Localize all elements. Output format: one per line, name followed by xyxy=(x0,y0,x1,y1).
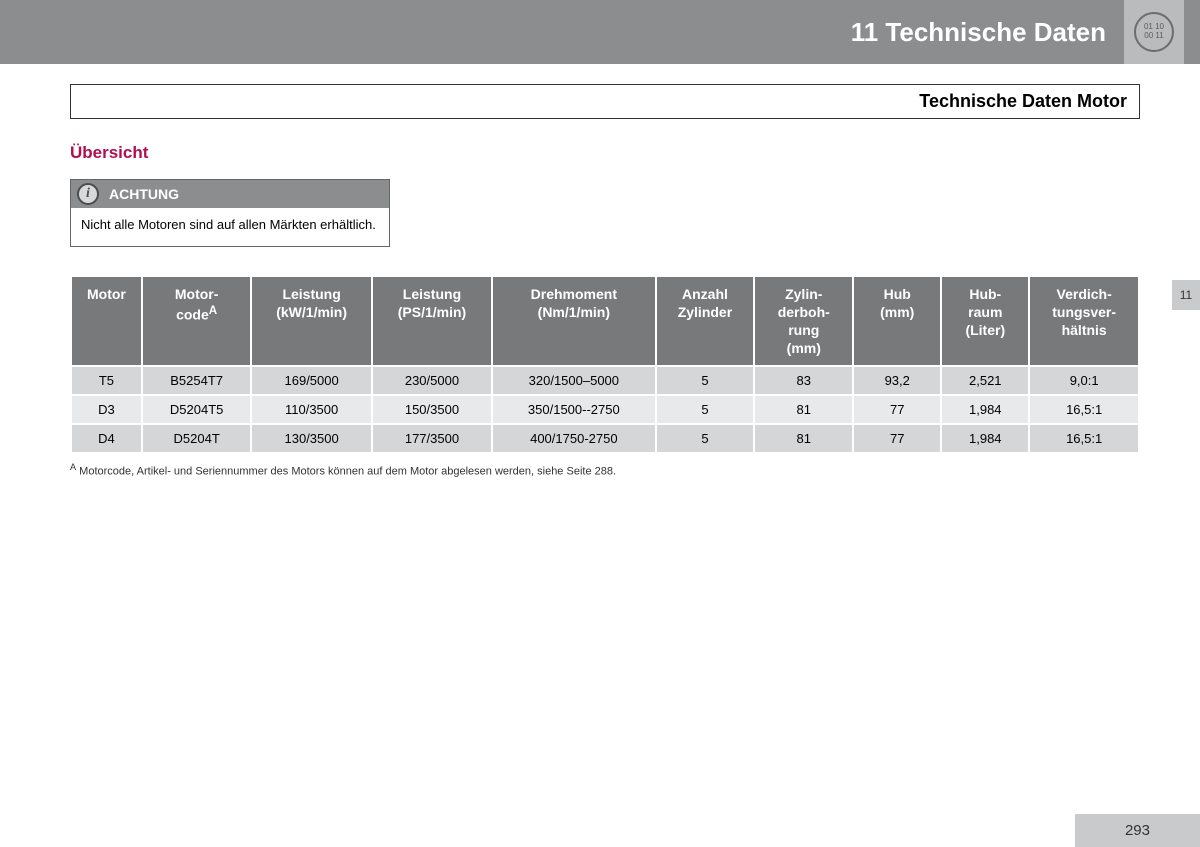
table-cell: 1,984 xyxy=(942,396,1028,423)
footnote-text: Motorcode, Artikel- und Seriennummer des… xyxy=(79,466,616,478)
achtung-header: i ACHTUNG xyxy=(71,180,389,208)
table-cell: 169/5000 xyxy=(252,367,370,394)
header-bar: 11 Technische Daten 01 10 00 11 xyxy=(0,0,1200,64)
table-cell: 177/3500 xyxy=(373,425,491,452)
table-cell: D5204T5 xyxy=(143,396,251,423)
table-cell: 1,984 xyxy=(942,425,1028,452)
table-cell: 130/3500 xyxy=(252,425,370,452)
table-row: D3D5204T5110/3500150/3500350/1500--27505… xyxy=(72,396,1138,423)
table-cell: B5254T7 xyxy=(143,367,251,394)
table-row: T5B5254T7169/5000230/5000320/1500–500058… xyxy=(72,367,1138,394)
table-header-cell: Hub-raum(Liter) xyxy=(942,277,1028,366)
table-cell: 230/5000 xyxy=(373,367,491,394)
table-cell: D5204T xyxy=(143,425,251,452)
achtung-body: Nicht alle Motoren sind auf allen Märkte… xyxy=(71,208,389,246)
motor-table: MotorMotor-codeALeistung(kW/1/min)Leistu… xyxy=(70,275,1140,455)
table-header-row: MotorMotor-codeALeistung(kW/1/min)Leistu… xyxy=(72,277,1138,366)
table-header-cell: Verdich-tungsver-hältnis xyxy=(1030,277,1138,366)
table-cell: 93,2 xyxy=(854,367,940,394)
table-header-cell: Drehmoment(Nm/1/min) xyxy=(493,277,654,366)
table-cell: 350/1500--2750 xyxy=(493,396,654,423)
table-header-cell: Hub(mm) xyxy=(854,277,940,366)
table-cell: D4 xyxy=(72,425,141,452)
table-header-cell: Motor xyxy=(72,277,141,366)
table-header-cell: Leistung(kW/1/min) xyxy=(252,277,370,366)
table-cell: 150/3500 xyxy=(373,396,491,423)
table-cell: 2,521 xyxy=(942,367,1028,394)
section-title: Technische Daten Motor xyxy=(70,84,1140,119)
table-cell: 81 xyxy=(755,396,852,423)
page-chapter-title: 11 Technische Daten xyxy=(851,17,1106,48)
table-cell: 400/1750-2750 xyxy=(493,425,654,452)
header-icon-box: 01 10 00 11 xyxy=(1124,0,1184,64)
table-cell: 110/3500 xyxy=(252,396,370,423)
table-cell: T5 xyxy=(72,367,141,394)
footnote-marker: A xyxy=(70,462,76,472)
binary-icon-text: 01 10 00 11 xyxy=(1144,23,1164,41)
table-cell: 5 xyxy=(657,367,754,394)
footnote: A Motorcode, Artikel- und Seriennummer d… xyxy=(70,462,1140,478)
table-cell: 9,0:1 xyxy=(1030,367,1138,394)
table-cell: 77 xyxy=(854,425,940,452)
table-header-cell: Leistung(PS/1/min) xyxy=(373,277,491,366)
table-header-cell: Motor-codeA xyxy=(143,277,251,366)
table-header-cell: Zylin-derboh-rung(mm) xyxy=(755,277,852,366)
table-cell: 83 xyxy=(755,367,852,394)
table-row: D4D5204T130/3500177/3500400/1750-2750581… xyxy=(72,425,1138,452)
table-cell: D3 xyxy=(72,396,141,423)
table-cell: 16,5:1 xyxy=(1030,396,1138,423)
table-header-cell: AnzahlZylinder xyxy=(657,277,754,366)
table-cell: 320/1500–5000 xyxy=(493,367,654,394)
binary-icon: 01 10 00 11 xyxy=(1134,12,1174,52)
table-body: T5B5254T7169/5000230/5000320/1500–500058… xyxy=(72,367,1138,452)
overview-heading: Übersicht xyxy=(70,143,1140,163)
table-cell: 81 xyxy=(755,425,852,452)
table-cell: 5 xyxy=(657,425,754,452)
table-cell: 77 xyxy=(854,396,940,423)
table-cell: 5 xyxy=(657,396,754,423)
content-area: Technische Daten Motor Übersicht i ACHTU… xyxy=(0,64,1200,478)
info-icon: i xyxy=(77,183,99,205)
achtung-label: ACHTUNG xyxy=(109,186,179,202)
achtung-box: i ACHTUNG Nicht alle Motoren sind auf al… xyxy=(70,179,390,247)
page-number: 293 xyxy=(1075,814,1200,847)
table-cell: 16,5:1 xyxy=(1030,425,1138,452)
